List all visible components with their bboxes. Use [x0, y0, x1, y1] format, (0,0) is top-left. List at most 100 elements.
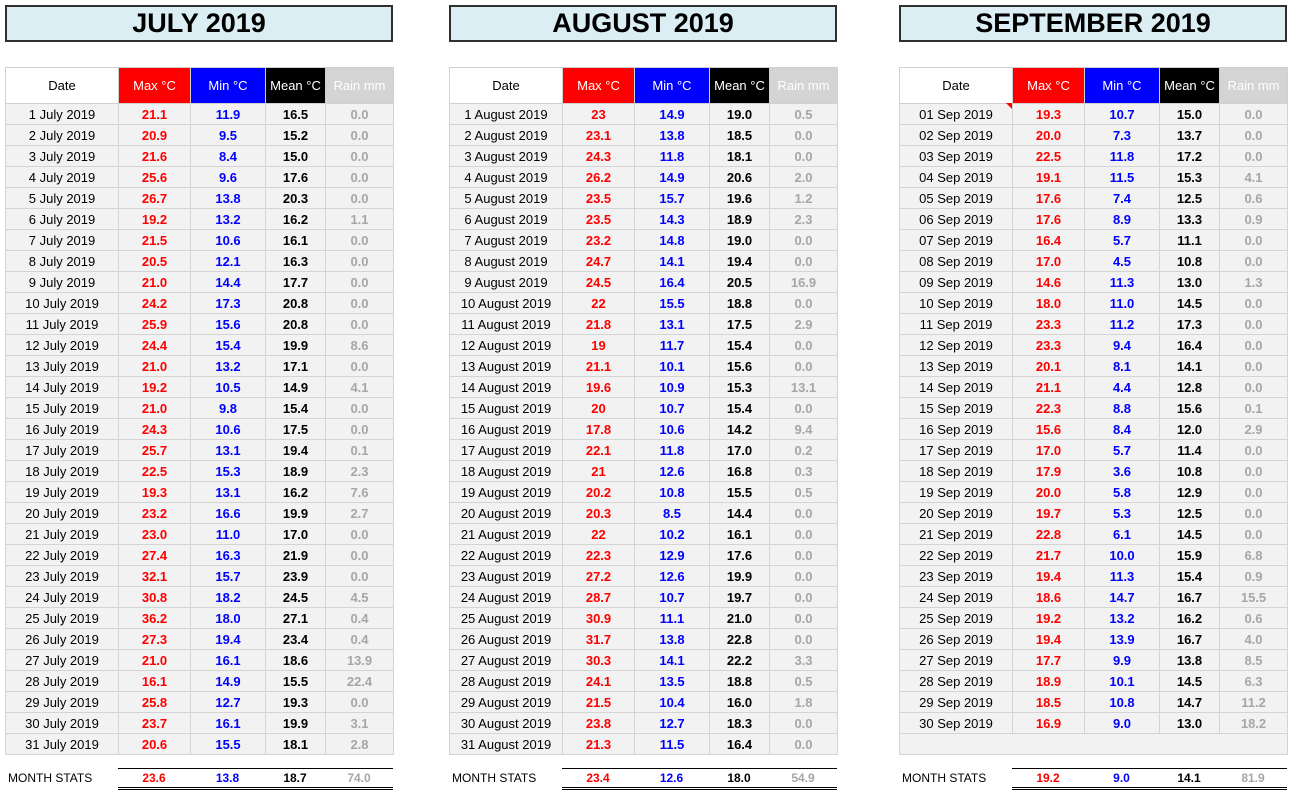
- mean-temp-cell[interactable]: 13.0: [1159, 271, 1220, 293]
- min-temp-cell[interactable]: 10.7: [634, 586, 710, 608]
- max-temp-cell[interactable]: 22.8: [1012, 523, 1085, 545]
- mean-temp-cell[interactable]: 18.8: [709, 670, 770, 692]
- mean-temp-cell[interactable]: 20.6: [709, 166, 770, 188]
- mean-temp-cell[interactable]: 20.3: [265, 187, 326, 209]
- max-temp-cell[interactable]: 25.8: [118, 691, 191, 713]
- min-temp-cell[interactable]: 11.8: [1084, 145, 1160, 167]
- rain-cell[interactable]: 0.0: [325, 292, 394, 314]
- rain-cell[interactable]: 13.1: [769, 376, 838, 398]
- mean-temp-cell[interactable]: 15.6: [709, 355, 770, 377]
- max-temp-cell[interactable]: 21.1: [118, 103, 191, 125]
- rain-cell[interactable]: 0.0: [325, 229, 394, 251]
- rain-cell[interactable]: 0.0: [1219, 250, 1288, 272]
- rain-cell[interactable]: 1.8: [769, 691, 838, 713]
- rain-cell[interactable]: 0.0: [1219, 145, 1288, 167]
- max-temp-cell[interactable]: 23.2: [118, 502, 191, 524]
- min-temp-cell[interactable]: 10.0: [1084, 544, 1160, 566]
- min-temp-cell[interactable]: 10.6: [634, 418, 710, 440]
- date-cell[interactable]: 30 August 2019: [449, 712, 563, 734]
- max-temp-cell[interactable]: 25.6: [118, 166, 191, 188]
- stats-rain[interactable]: 74.0: [325, 768, 393, 790]
- max-temp-cell[interactable]: 20.5: [118, 250, 191, 272]
- mean-temp-cell[interactable]: 16.2: [1159, 607, 1220, 629]
- rain-cell[interactable]: 0.5: [769, 670, 838, 692]
- max-temp-cell[interactable]: 20.1: [1012, 355, 1085, 377]
- mean-temp-cell[interactable]: 16.1: [709, 523, 770, 545]
- max-temp-cell[interactable]: 24.3: [562, 145, 635, 167]
- max-temp-cell[interactable]: 21.6: [118, 145, 191, 167]
- min-temp-cell[interactable]: 15.6: [190, 313, 266, 335]
- date-cell[interactable]: 25 August 2019: [449, 607, 563, 629]
- min-temp-cell[interactable]: 11.3: [1084, 565, 1160, 587]
- date-cell[interactable]: 27 Sep 2019: [899, 649, 1013, 671]
- max-temp-cell[interactable]: 21.1: [562, 355, 635, 377]
- mean-temp-cell[interactable]: 18.9: [709, 208, 770, 230]
- max-temp-cell[interactable]: 26.2: [562, 166, 635, 188]
- mean-temp-cell[interactable]: 19.9: [265, 502, 326, 524]
- date-cell[interactable]: 21 July 2019: [5, 523, 119, 545]
- max-temp-cell[interactable]: 30.8: [118, 586, 191, 608]
- mean-temp-cell[interactable]: 19.3: [265, 691, 326, 713]
- max-temp-cell[interactable]: 17.7: [1012, 649, 1085, 671]
- mean-temp-cell[interactable]: 16.7: [1159, 586, 1220, 608]
- empty-cell[interactable]: [899, 733, 1288, 755]
- stats-rain[interactable]: 81.9: [1219, 768, 1287, 790]
- mean-temp-cell[interactable]: 27.1: [265, 607, 326, 629]
- mean-temp-cell[interactable]: 12.5: [1159, 187, 1220, 209]
- mean-temp-cell[interactable]: 19.9: [265, 334, 326, 356]
- max-temp-cell[interactable]: 19.7: [1012, 502, 1085, 524]
- min-temp-cell[interactable]: 10.6: [190, 418, 266, 440]
- max-temp-cell[interactable]: 17.9: [1012, 460, 1085, 482]
- mean-temp-cell[interactable]: 20.8: [265, 292, 326, 314]
- mean-temp-cell[interactable]: 21.9: [265, 544, 326, 566]
- min-temp-cell[interactable]: 12.6: [634, 565, 710, 587]
- rain-cell[interactable]: 2.3: [325, 460, 394, 482]
- min-temp-cell[interactable]: 10.8: [634, 481, 710, 503]
- mean-temp-cell[interactable]: 15.4: [709, 397, 770, 419]
- min-temp-cell[interactable]: 5.3: [1084, 502, 1160, 524]
- rain-cell[interactable]: 0.0: [1219, 355, 1288, 377]
- date-cell[interactable]: 22 August 2019: [449, 544, 563, 566]
- date-cell[interactable]: 31 August 2019: [449, 733, 563, 755]
- mean-temp-cell[interactable]: 17.6: [265, 166, 326, 188]
- mean-temp-cell[interactable]: 19.9: [265, 712, 326, 734]
- rain-cell[interactable]: 0.6: [1219, 187, 1288, 209]
- stats-max[interactable]: 23.6: [118, 768, 190, 790]
- max-temp-cell[interactable]: 21: [562, 460, 635, 482]
- mean-temp-cell[interactable]: 14.5: [1159, 292, 1220, 314]
- min-temp-cell[interactable]: 13.8: [190, 187, 266, 209]
- stats-max[interactable]: 23.4: [562, 768, 634, 790]
- mean-temp-cell[interactable]: 17.6: [709, 544, 770, 566]
- date-cell[interactable]: 20 August 2019: [449, 502, 563, 524]
- mean-temp-cell[interactable]: 20.8: [265, 313, 326, 335]
- rain-cell[interactable]: 0.0: [769, 544, 838, 566]
- date-cell[interactable]: 11 July 2019: [5, 313, 119, 335]
- mean-temp-cell[interactable]: 16.7: [1159, 628, 1220, 650]
- date-cell[interactable]: 7 July 2019: [5, 229, 119, 251]
- rain-cell[interactable]: 22.4: [325, 670, 394, 692]
- min-temp-cell[interactable]: 10.1: [634, 355, 710, 377]
- rain-cell[interactable]: 0.0: [769, 292, 838, 314]
- min-temp-cell[interactable]: 16.4: [634, 271, 710, 293]
- mean-temp-cell[interactable]: 22.2: [709, 649, 770, 671]
- date-header[interactable]: Date: [899, 67, 1013, 104]
- min-temp-cell[interactable]: 13.2: [1084, 607, 1160, 629]
- mean-temp-cell[interactable]: 18.5: [709, 124, 770, 146]
- date-cell[interactable]: 29 August 2019: [449, 691, 563, 713]
- date-cell[interactable]: 28 July 2019: [5, 670, 119, 692]
- rain-cell[interactable]: 0.0: [325, 250, 394, 272]
- max-temp-cell[interactable]: 20.3: [562, 502, 635, 524]
- max-temp-cell[interactable]: 23: [562, 103, 635, 125]
- date-cell[interactable]: 19 Sep 2019: [899, 481, 1013, 503]
- max-temp-cell[interactable]: 21.8: [562, 313, 635, 335]
- mean-temp-cell[interactable]: 17.0: [709, 439, 770, 461]
- mean-temp-cell[interactable]: 18.1: [709, 145, 770, 167]
- max-temp-cell[interactable]: 20.0: [1012, 124, 1085, 146]
- rain-cell[interactable]: 0.6: [1219, 607, 1288, 629]
- date-cell[interactable]: 2 August 2019: [449, 124, 563, 146]
- min-temp-cell[interactable]: 11.1: [634, 607, 710, 629]
- date-cell[interactable]: 22 Sep 2019: [899, 544, 1013, 566]
- max-temp-cell[interactable]: 21.1: [1012, 376, 1085, 398]
- mean-temp-cell[interactable]: 14.5: [1159, 523, 1220, 545]
- mean-temp-cell[interactable]: 11.1: [1159, 229, 1220, 251]
